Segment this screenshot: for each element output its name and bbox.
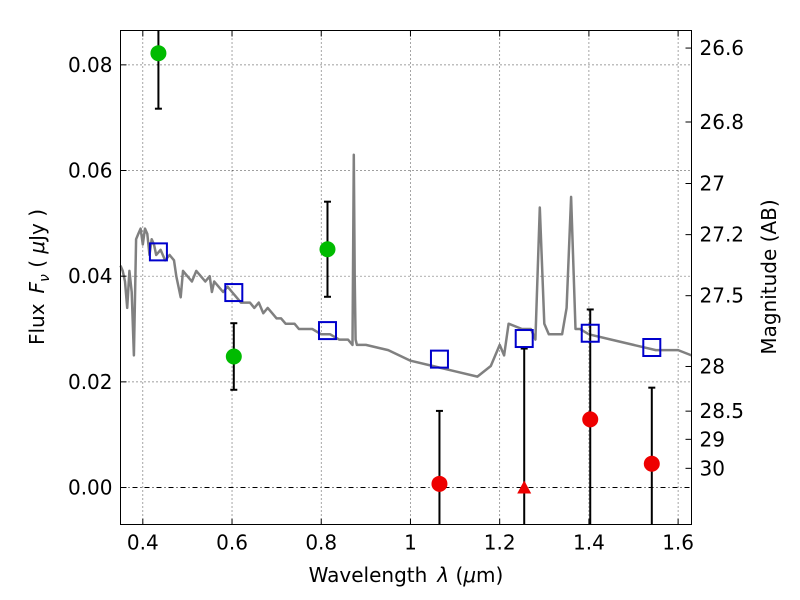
x-axis-label-text: Wavelength	[309, 563, 428, 587]
magnitude-tick-label: 27	[700, 171, 725, 195]
y-axis-label-text: Flux	[25, 303, 49, 345]
x-ticks: 0.4 0.6 0.8 1 1.2 1.4 1.6	[127, 30, 694, 555]
y-ticks: 0.00 0.02 0.04 0.06 0.08	[68, 53, 127, 500]
y-tick-label: 0.02	[68, 370, 113, 394]
x-tick-label: 1.4	[573, 531, 605, 555]
model-photometry-square	[317, 321, 337, 341]
magnitude-tick-label: 27.5	[700, 284, 745, 308]
x-axis-label-unit-open: (	[449, 563, 463, 587]
photometry-point	[643, 455, 660, 472]
x-axis-label: Wavelength λ (μm)	[309, 563, 504, 587]
plot-frame	[120, 30, 692, 525]
photometry-point	[319, 241, 336, 258]
model-photometry-square	[429, 349, 449, 369]
photometry-point	[225, 348, 242, 365]
x-tick-label: 0.4	[127, 531, 159, 555]
x-tick-label: 1.2	[484, 531, 516, 555]
x-axis-label-unit-mu: μ	[462, 563, 476, 587]
magnitude-tick-label: 30	[700, 456, 725, 480]
plot-area	[120, 30, 692, 525]
x-tick-label: 0.6	[216, 531, 248, 555]
magnitude-axis-label: Magnitude (AB)	[757, 199, 781, 354]
y-axis-label-unit-open: (	[25, 254, 49, 275]
model-photometry-square	[580, 323, 600, 343]
model-photometry-square	[514, 329, 534, 349]
magnitude-tick-label: 29	[700, 427, 725, 451]
magnitude-tick-label: 28	[700, 354, 725, 378]
markers-layer	[148, 45, 662, 494]
magnitude-tick-label: 27.2	[700, 223, 745, 247]
model-photometry-square	[224, 283, 244, 303]
y-tick-label: 0.00	[68, 476, 113, 500]
y-axis-label-unit-close: Jy )	[25, 209, 49, 243]
model-spectrum-layer	[119, 153, 692, 378]
photometry-point	[582, 411, 599, 428]
x-tick-label: 0.8	[305, 531, 337, 555]
x-tick-label: 1.6	[662, 531, 694, 555]
model-spectrum-line	[119, 153, 692, 378]
x-axis-label-unit-close: m)	[476, 563, 503, 587]
y-axis-label-unit-mu: μ	[25, 241, 49, 255]
y-axis-label: Flux Fν ( μJy )	[25, 209, 53, 345]
y-tick-label: 0.08	[68, 53, 113, 77]
y-tick-label: 0.06	[68, 159, 113, 183]
y-axis-label-symbol: F	[25, 281, 49, 293]
y-tick-label: 0.04	[68, 264, 113, 288]
photometry-point	[431, 475, 448, 492]
magnitude-tick-label: 26.8	[700, 110, 745, 134]
x-axis-label-symbol: λ	[436, 563, 449, 587]
y-axis-label-sub: ν	[37, 274, 53, 282]
model-photometry-square	[148, 242, 168, 262]
magnitude-tick-label: 26.6	[700, 36, 745, 60]
magnitude-ticks: 26.6 26.8 27 27.2 27.5 28 28.5 29 30	[685, 36, 745, 480]
x-tick-label: 1	[404, 531, 417, 555]
magnitude-tick-label: 28.5	[700, 399, 745, 423]
photometry-point	[150, 45, 167, 62]
model-photometry-square	[642, 338, 662, 358]
photometry-triangle	[517, 480, 532, 494]
